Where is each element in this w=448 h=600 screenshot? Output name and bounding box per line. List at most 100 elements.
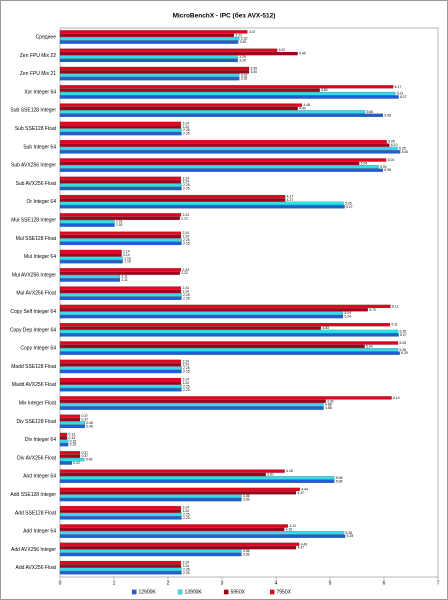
value-label: 3.50 [251, 67, 258, 71]
value-label: 0.13 [69, 433, 76, 437]
bar [59, 341, 399, 345]
y-tick-label: And Integer 64 [23, 474, 56, 480]
bar [59, 58, 238, 63]
value-label: 3.32 [241, 77, 248, 81]
value-label: 5.08 [336, 476, 343, 480]
value-label: 4.40 [299, 107, 306, 111]
bar [59, 194, 286, 199]
x-tick-label: 5 [329, 580, 332, 586]
x-tick-label: 6 [383, 580, 386, 586]
bar [59, 271, 180, 275]
value-label: 1.14 [123, 253, 130, 257]
value-label: 6.12 [392, 304, 399, 308]
value-label: 6.29 [401, 351, 408, 355]
bar [59, 293, 182, 297]
bar [59, 161, 360, 166]
bar [59, 333, 399, 337]
bar [59, 461, 72, 465]
y-tick-label: Mul AVX256 Integer [12, 272, 56, 278]
value-label: 5.54 [361, 161, 368, 165]
value-label: 1.14 [123, 250, 130, 254]
bar [59, 308, 368, 312]
value-label: 2.24 [182, 180, 189, 184]
value-label: 2.25 [183, 384, 190, 388]
value-label: 2.24 [182, 381, 189, 385]
bar [59, 48, 278, 52]
value-label: 2.24 [182, 286, 189, 290]
bar [59, 326, 321, 330]
value-label: 6.05 [388, 140, 395, 144]
value-label: 2.24 [182, 564, 189, 568]
value-label: 5.24 [344, 311, 351, 315]
bar [59, 479, 335, 483]
bar [59, 567, 182, 572]
x-tick-label: 3 [221, 580, 224, 586]
bar [59, 205, 345, 209]
value-label: 2.24 [182, 359, 189, 363]
y-tick-label: Sub AVX256 Integer [11, 163, 56, 169]
bar [59, 220, 115, 224]
bar [59, 274, 121, 279]
value-label: 4.92 [327, 399, 334, 403]
bar [59, 359, 182, 363]
bar [59, 366, 182, 370]
bar [59, 51, 298, 56]
bar [59, 454, 81, 458]
value-label: 3.81 [267, 473, 274, 477]
bar [59, 314, 344, 319]
legend-swatch [131, 589, 137, 595]
y-tick-label: Add AVX256 Float [16, 565, 57, 571]
y-tick-label: Copy Integer 64 [20, 346, 56, 352]
bar [59, 128, 182, 132]
value-label: 4.16 [286, 469, 293, 473]
value-label: 2.25 [183, 388, 190, 392]
bar [59, 234, 182, 239]
value-label: 4.37 [297, 491, 304, 495]
bar [59, 542, 300, 546]
bar [59, 403, 324, 407]
y-tick-label: Copy Self Integer 64 [10, 309, 56, 315]
bar [59, 131, 182, 136]
bar [59, 399, 326, 403]
value-label: 6.10 [391, 143, 398, 147]
value-label: 6.04 [388, 158, 395, 162]
y-tick-label: Среднее [36, 34, 57, 40]
value-label: 2.24 [182, 506, 189, 510]
bar [59, 344, 365, 349]
value-label: 5.25 [345, 201, 352, 205]
value-label: 3.50 [251, 70, 258, 74]
value-label: 2.25 [183, 366, 190, 370]
bar [59, 37, 240, 41]
bar [59, 311, 344, 315]
value-label: 3.32 [241, 73, 248, 77]
bar [59, 146, 398, 151]
value-label: 4.44 [301, 487, 308, 491]
y-tick-label: Div SSE128 Float [17, 419, 57, 425]
bar [59, 77, 240, 81]
bar [59, 472, 266, 477]
value-label: 2.24 [182, 509, 189, 513]
bar [59, 33, 234, 37]
value-label: 5.24 [344, 315, 351, 319]
value-label: 1.16 [124, 260, 131, 264]
value-label: 0.15 [70, 443, 77, 447]
value-label: 2.22 [181, 216, 188, 220]
value-label: 5.70 [369, 308, 376, 312]
value-label: 4.02 [279, 48, 286, 52]
bar [59, 369, 182, 374]
legend-swatch [177, 589, 183, 595]
x-tick-label: 4 [275, 580, 278, 586]
value-label: 2.25 [183, 370, 190, 374]
value-label: 4.83 [322, 326, 329, 330]
value-label: 5.08 [336, 479, 343, 483]
y-tick-label: Sub AVX256 Float [16, 181, 57, 187]
value-label: 2.24 [182, 268, 189, 272]
value-label: 2.25 [183, 513, 190, 517]
bar [59, 509, 182, 513]
bar [59, 457, 85, 462]
y-tick-label: Madd SSE128 Float [11, 364, 56, 370]
value-label: 6.26 [400, 348, 407, 352]
bar [59, 414, 81, 418]
value-label: 2.25 [183, 132, 190, 136]
